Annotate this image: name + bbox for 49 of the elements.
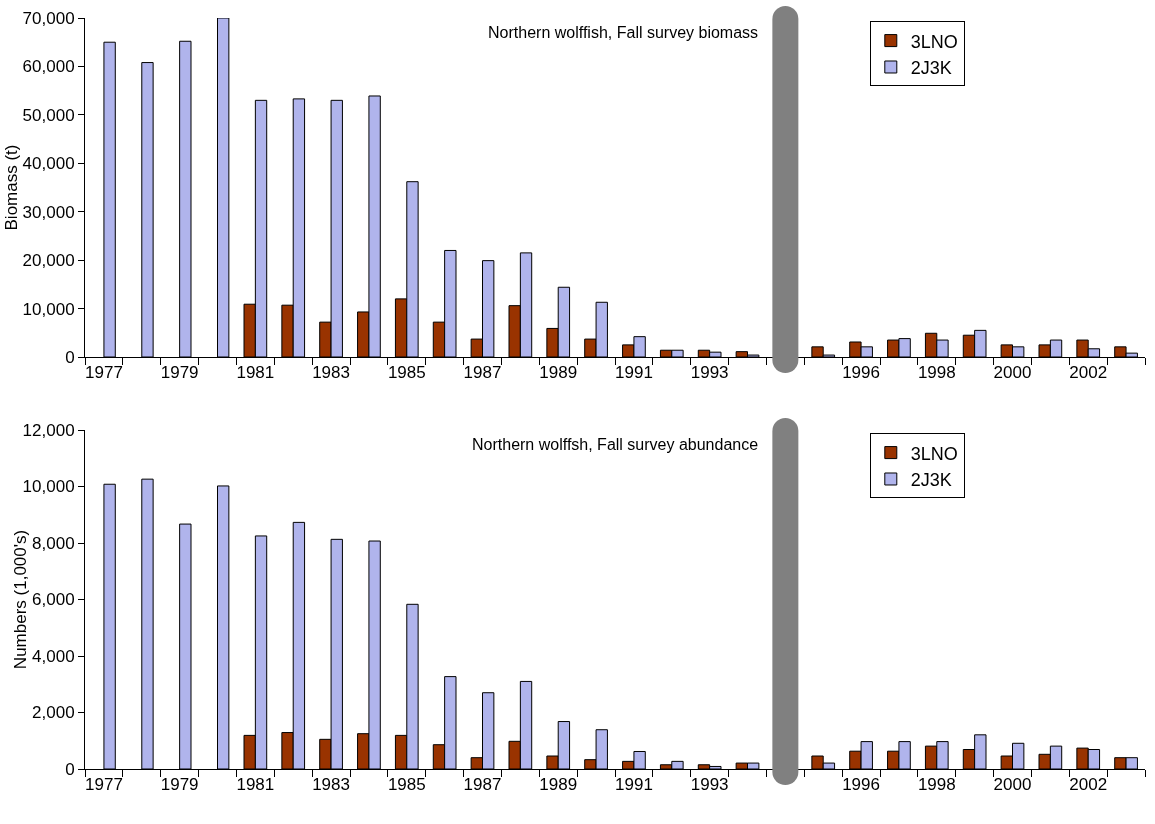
x-tick-label: 1996 (842, 363, 880, 383)
x-tick-label: 2000 (993, 363, 1032, 383)
x-tick-label: 1981 (236, 775, 275, 795)
legend-label: 3LNO (910, 31, 958, 52)
x-tick-label: 2002 (1069, 363, 1108, 383)
x-tick-label: 1979 (160, 363, 199, 383)
y-tick-label: 20,000 (22, 251, 75, 271)
x-tick-label: 1989 (539, 775, 578, 795)
y-tick-label: 40,000 (22, 154, 75, 174)
chart-title: Northern wolffsh, Fall survey abundance (472, 435, 759, 453)
legend-label: 2J3K (910, 470, 952, 491)
x-tick-label: 1983 (312, 775, 350, 795)
y-tick-label: 10,000 (22, 299, 75, 319)
y-tick-label: 12,000 (22, 420, 75, 440)
y-axis-title: Biomass (t) (1, 144, 21, 231)
x-tick-label: 1991 (615, 363, 653, 383)
y-tick-label: 2,000 (32, 703, 75, 723)
y-axis-title: Numbers (1,000's) (11, 529, 31, 670)
x-tick-label: 1977 (85, 363, 123, 383)
y-tick-label: 30,000 (22, 202, 75, 222)
x-tick-label: 1979 (160, 775, 199, 795)
x-tick-label: 1987 (463, 363, 502, 383)
y-tick-label: 0 (65, 759, 75, 779)
y-tick-label: 10,000 (22, 477, 75, 497)
x-tick-label: 1985 (387, 363, 426, 383)
x-tick-label: 1983 (312, 363, 350, 383)
y-tick-label: 70,000 (22, 8, 75, 28)
x-tick-label: 2002 (1069, 775, 1108, 795)
y-tick-label: 4,000 (32, 646, 75, 666)
x-tick-label: 1991 (615, 775, 653, 795)
x-tick-label: 1998 (917, 775, 956, 795)
y-tick-label: 8,000 (32, 533, 75, 553)
y-tick-label: 50,000 (22, 105, 75, 125)
chart-title: Northern wolffish, Fall survey biomass (488, 23, 759, 41)
x-tick-label: 1993 (690, 363, 729, 383)
x-tick-label: 1996 (842, 775, 880, 795)
x-tick-label: 2000 (993, 775, 1032, 795)
x-tick-label: 1977 (85, 775, 123, 795)
legend-label: 3LNO (910, 443, 958, 464)
x-tick-label: 1998 (917, 363, 956, 383)
x-tick-label: 1993 (690, 775, 729, 795)
y-tick-label: 6,000 (32, 590, 75, 610)
x-tick-label: 1987 (463, 775, 502, 795)
x-tick-label: 1981 (236, 363, 275, 383)
x-tick-label: 1985 (387, 775, 426, 795)
y-tick-label: 0 (65, 347, 75, 367)
y-tick-label: 60,000 (22, 57, 75, 77)
x-tick-label: 1989 (539, 363, 578, 383)
legend-label: 2J3K (910, 58, 952, 79)
